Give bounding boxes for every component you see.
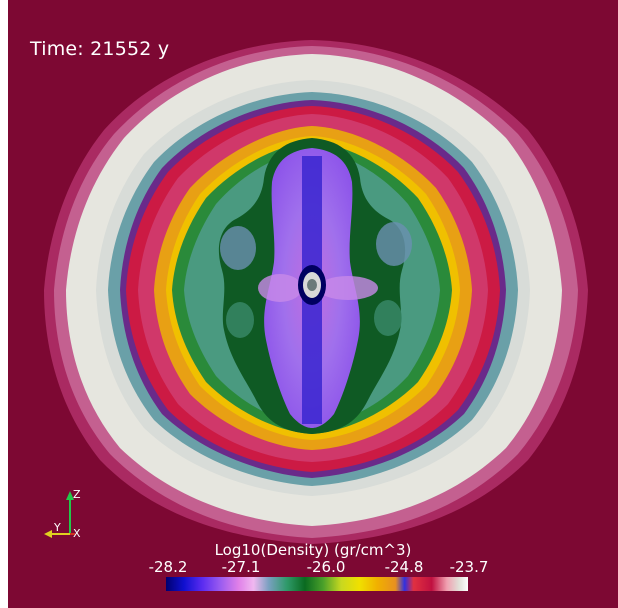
colorbar-tick: -26.0 [306,558,346,576]
colorbar-tick: -23.7 [449,558,489,576]
y-axis-arrow [44,530,52,538]
z-axis-label: Z [73,488,81,501]
left-swirl [220,226,256,270]
colorbar-tick: -28.2 [148,558,188,576]
central-jet-left [258,274,302,302]
time-label: Time: 21552 y [30,38,170,60]
y-axis-label: Y [53,521,61,534]
colorbar-tick: -27.1 [221,558,261,576]
colorbar-tick: -24.8 [384,558,424,576]
left-swirl-2 [226,302,254,338]
x-axis-label: X [73,527,81,540]
render-viewport[interactable]: Time: 21552 y Z Y X Log10(Density) (gr/c… [8,0,618,608]
orientation-axes: Z Y X [44,488,81,540]
central-star [307,279,317,291]
z-axis-arrow [66,491,74,500]
right-swirl [376,222,412,266]
colorbar-gradient [166,577,468,591]
right-swirl-2 [374,300,402,336]
density-render [44,40,588,591]
colorbar-title: Log10(Density) (gr/cm^3) [214,541,412,559]
central-jet-right [318,276,378,300]
